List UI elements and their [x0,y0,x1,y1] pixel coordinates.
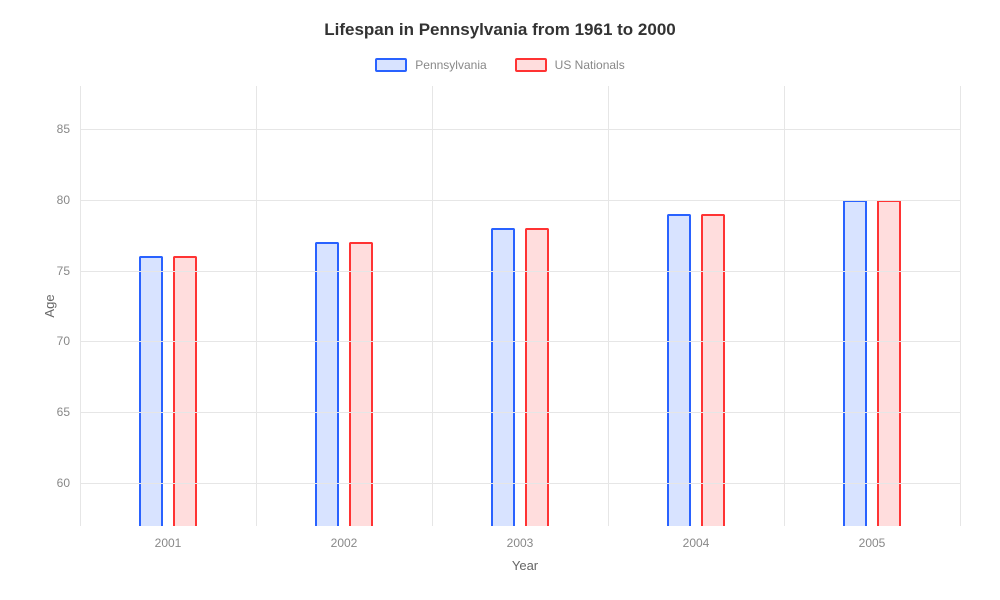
bar-group [667,86,725,526]
plot-area: Age 60657075808520012002200320042005 [80,86,960,526]
gridline-vertical [784,86,785,526]
legend-item-us-nationals[interactable]: US Nationals [515,58,625,72]
gridline-vertical [432,86,433,526]
legend-label: US Nationals [555,58,625,72]
y-tick-label: 85 [57,122,80,136]
bar[interactable] [877,200,901,526]
gridline [80,412,960,413]
x-tick-label: 2003 [507,526,534,550]
bar[interactable] [701,214,725,526]
bar-group [139,86,197,526]
chart-title: Lifespan in Pennsylvania from 1961 to 20… [30,20,970,40]
bar[interactable] [667,214,691,526]
legend-swatch-us-nationals [515,58,547,72]
y-tick-label: 65 [57,405,80,419]
legend: Pennsylvania US Nationals [30,58,970,72]
x-axis-label: Year [80,558,970,573]
y-tick-label: 70 [57,334,80,348]
gridline [80,200,960,201]
y-tick-label: 60 [57,476,80,490]
chart-container: Lifespan in Pennsylvania from 1961 to 20… [0,0,1000,600]
legend-label: Pennsylvania [415,58,486,72]
gridline-vertical [960,86,961,526]
gridline-vertical [608,86,609,526]
bar[interactable] [491,228,515,526]
y-tick-label: 80 [57,193,80,207]
plot-surface: 60657075808520012002200320042005 [80,86,960,526]
x-tick-label: 2002 [331,526,358,550]
bar[interactable] [525,228,549,526]
gridline-vertical [256,86,257,526]
bar-group [843,86,901,526]
gridline [80,271,960,272]
bar-group [315,86,373,526]
bar-group [491,86,549,526]
legend-item-pennsylvania[interactable]: Pennsylvania [375,58,486,72]
gridline [80,341,960,342]
x-tick-label: 2001 [155,526,182,550]
bar[interactable] [139,256,163,526]
bar[interactable] [843,200,867,526]
bar[interactable] [173,256,197,526]
gridline [80,129,960,130]
legend-swatch-pennsylvania [375,58,407,72]
gridline-vertical [80,86,81,526]
gridline [80,483,960,484]
bars-layer [80,86,960,526]
x-tick-label: 2004 [683,526,710,550]
y-tick-label: 75 [57,264,80,278]
x-tick-label: 2005 [859,526,886,550]
y-axis-label: Age [42,294,57,317]
